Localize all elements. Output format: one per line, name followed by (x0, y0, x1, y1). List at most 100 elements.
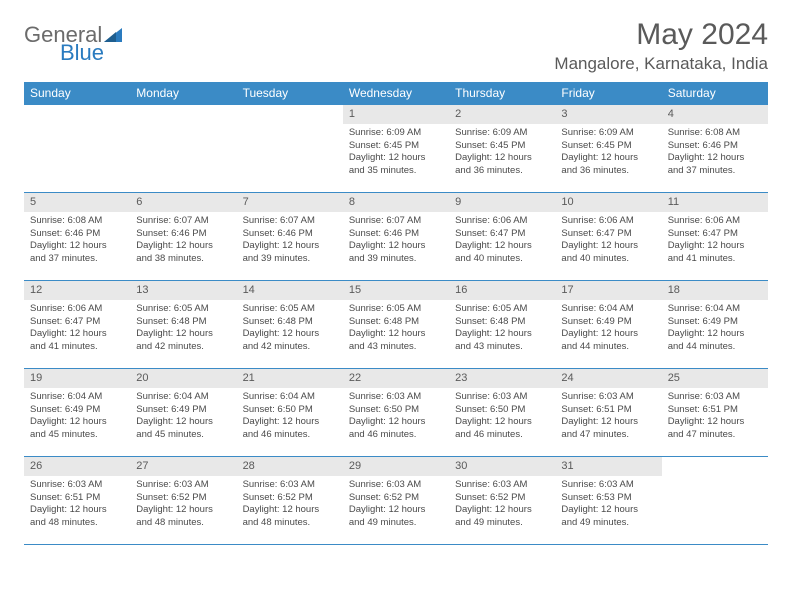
day-detail: Sunrise: 6:07 AMSunset: 6:46 PMDaylight:… (237, 215, 343, 270)
day-detail (237, 127, 343, 131)
day-detail: Sunrise: 6:04 AMSunset: 6:49 PMDaylight:… (24, 391, 130, 446)
day-number: 25 (662, 369, 768, 388)
calendar-table: Sunday Monday Tuesday Wednesday Thursday… (24, 82, 768, 545)
calendar-cell: 19 Sunrise: 6:04 AMSunset: 6:49 PMDayligh… (24, 369, 130, 457)
calendar-cell: 12Sunrise: 6:06 AMSunset: 6:47 PMDayligh… (24, 281, 130, 369)
title-block: May 2024 Mangalore, Karnataka, India (554, 18, 768, 74)
day-detail: Sunrise: 6:06 AMSunset: 6:47 PMDaylight:… (24, 303, 130, 358)
day-detail: Sunrise: 6:03 AMSunset: 6:52 PMDaylight:… (237, 479, 343, 534)
day-detail: Sunrise: 6:06 AMSunset: 6:47 PMDaylight:… (555, 215, 661, 270)
day-detail: Sunrise: 6:09 AMSunset: 6:45 PMDaylight:… (449, 127, 555, 182)
header: GeneralBlue May 2024 Mangalore, Karnatak… (24, 18, 768, 74)
day-detail: Sunrise: 6:06 AMSunset: 6:47 PMDaylight:… (662, 215, 768, 270)
logo-triangle-icon (104, 24, 122, 46)
calendar-cell: 6Sunrise: 6:07 AMSunset: 6:46 PMDaylight… (130, 193, 236, 281)
day-number: 10 (555, 193, 661, 212)
day-number: 24 (555, 369, 661, 388)
day-number: 17 (555, 281, 661, 300)
calendar-cell: 1 Sunrise: 6:09 AMSunset: 6:45 PMDaylight… (343, 105, 449, 193)
calendar-cell: 27Sunrise: 6:03 AMSunset: 6:52 PMDayligh… (130, 457, 236, 545)
col-saturday: Saturday (662, 82, 768, 105)
day-number: 27 (130, 457, 236, 476)
day-detail: Sunrise: 6:05 AMSunset: 6:48 PMDaylight:… (130, 303, 236, 358)
day-detail: Sunrise: 6:08 AMSunset: 6:46 PMDaylight:… (662, 127, 768, 182)
day-number: 9 (449, 193, 555, 212)
calendar-cell: 14 Sunrise: 6:05 AMSunset: 6:48 PMDayligh… (237, 281, 343, 369)
day-detail: Sunrise: 6:06 AMSunset: 6:47 PMDaylight:… (449, 215, 555, 270)
day-detail: Sunrise: 6:05 AMSunset: 6:48 PMDaylight:… (449, 303, 555, 358)
day-number: 4 (662, 105, 768, 124)
day-detail: Sunrise: 6:05 AMSunset: 6:48 PMDaylight:… (343, 303, 449, 358)
calendar-cell (662, 457, 768, 545)
day-detail: Sunrise: 6:03 AMSunset: 6:51 PMDaylight:… (24, 479, 130, 534)
day-detail: Sunrise: 6:03 AMSunset: 6:52 PMDaylight:… (449, 479, 555, 534)
calendar-cell: 15 Sunrise: 6:05 AMSunset: 6:48 PMDayligh… (343, 281, 449, 369)
day-header-row: Sunday Monday Tuesday Wednesday Thursday… (24, 82, 768, 105)
day-detail: Sunrise: 6:04 AMSunset: 6:49 PMDaylight:… (130, 391, 236, 446)
calendar-cell: 22 Sunrise: 6:03 AMSunset: 6:50 PMDayligh… (343, 369, 449, 457)
calendar-cell (24, 105, 130, 193)
day-number: 3 (555, 105, 661, 124)
day-number: 22 (343, 369, 449, 388)
calendar-cell: 28Sunrise: 6:03 AMSunset: 6:52 PMDayligh… (237, 457, 343, 545)
month-title: May 2024 (554, 18, 768, 52)
day-number: 26 (24, 457, 130, 476)
day-detail (662, 479, 768, 483)
day-number: 15 (343, 281, 449, 300)
calendar-cell: 24 Sunrise: 6:03 AMSunset: 6:51 PMDayligh… (555, 369, 661, 457)
location: Mangalore, Karnataka, India (554, 54, 768, 74)
calendar-row: 5Sunrise: 6:08 AMSunset: 6:46 PMDaylight… (24, 193, 768, 281)
calendar-cell: 13 Sunrise: 6:05 AMSunset: 6:48 PMDayligh… (130, 281, 236, 369)
calendar-row: 1Sunrise: 6:09 AMSunset: 6:45 PMDaylight… (24, 105, 768, 193)
calendar-row: 12Sunrise: 6:06 AMSunset: 6:47 PMDayligh… (24, 281, 768, 369)
calendar-cell (237, 105, 343, 193)
day-number: 7 (237, 193, 343, 212)
day-detail: Sunrise: 6:04 AMSunset: 6:49 PMDaylight:… (555, 303, 661, 358)
col-friday: Friday (555, 82, 661, 105)
day-detail: Sunrise: 6:04 AMSunset: 6:49 PMDaylight:… (662, 303, 768, 358)
day-number: 31 (555, 457, 661, 476)
day-detail: Sunrise: 6:05 AMSunset: 6:48 PMDaylight:… (237, 303, 343, 358)
calendar-cell: 11 Sunrise: 6:06 AMSunset: 6:47 PMDayligh… (662, 193, 768, 281)
day-detail: Sunrise: 6:03 AMSunset: 6:52 PMDaylight:… (343, 479, 449, 534)
calendar-cell: 25 Sunrise: 6:03 AMSunset: 6:51 PMDayligh… (662, 369, 768, 457)
day-detail: Sunrise: 6:03 AMSunset: 6:51 PMDaylight:… (662, 391, 768, 446)
calendar-cell: 21Sunrise: 6:04 AMSunset: 6:50 PMDayligh… (237, 369, 343, 457)
calendar-cell: 7 Sunrise: 6:07 AMSunset: 6:46 PMDaylight… (237, 193, 343, 281)
calendar-cell: 9 Sunrise: 6:06 AMSunset: 6:47 PMDaylight… (449, 193, 555, 281)
col-tuesday: Tuesday (237, 82, 343, 105)
day-detail (130, 127, 236, 131)
day-number: 8 (343, 193, 449, 212)
day-number: 19 (24, 369, 130, 388)
day-number: 18 (662, 281, 768, 300)
day-detail: Sunrise: 6:03 AMSunset: 6:50 PMDaylight:… (449, 391, 555, 446)
day-detail: Sunrise: 6:03 AMSunset: 6:50 PMDaylight:… (343, 391, 449, 446)
calendar-cell: 30 Sunrise: 6:03 AMSunset: 6:52 PMDayligh… (449, 457, 555, 545)
calendar-cell: 23 Sunrise: 6:03 AMSunset: 6:50 PMDayligh… (449, 369, 555, 457)
calendar-cell: 29Sunrise: 6:03 AMSunset: 6:52 PMDayligh… (343, 457, 449, 545)
day-number: 23 (449, 369, 555, 388)
day-number: 13 (130, 281, 236, 300)
calendar-cell: 4 Sunrise: 6:08 AMSunset: 6:46 PMDaylight… (662, 105, 768, 193)
col-monday: Monday (130, 82, 236, 105)
day-detail: Sunrise: 6:09 AMSunset: 6:45 PMDaylight:… (555, 127, 661, 182)
calendar-cell: 10 Sunrise: 6:06 AMSunset: 6:47 PMDayligh… (555, 193, 661, 281)
day-number: 14 (237, 281, 343, 300)
calendar-cell: 20Sunrise: 6:04 AMSunset: 6:49 PMDayligh… (130, 369, 236, 457)
day-number: 5 (24, 193, 130, 212)
day-number: 30 (449, 457, 555, 476)
calendar-cell: 16Sunrise: 6:05 AMSunset: 6:48 PMDayligh… (449, 281, 555, 369)
calendar-cell: 31Sunrise: 6:03 AMSunset: 6:53 PMDayligh… (555, 457, 661, 545)
day-number: 11 (662, 193, 768, 212)
calendar-cell: 8 Sunrise: 6:07 AMSunset: 6:46 PMDaylight… (343, 193, 449, 281)
day-detail: Sunrise: 6:07 AMSunset: 6:46 PMDaylight:… (343, 215, 449, 270)
day-number: 2 (449, 105, 555, 124)
day-number: 1 (343, 105, 449, 124)
day-number: 6 (130, 193, 236, 212)
col-thursday: Thursday (449, 82, 555, 105)
calendar-cell: 3 Sunrise: 6:09 AMSunset: 6:45 PMDaylight… (555, 105, 661, 193)
calendar-row: 19Sunrise: 6:04 AMSunset: 6:49 PMDayligh… (24, 369, 768, 457)
day-detail: Sunrise: 6:09 AMSunset: 6:45 PMDaylight:… (343, 127, 449, 182)
day-detail: Sunrise: 6:04 AMSunset: 6:50 PMDaylight:… (237, 391, 343, 446)
day-detail: Sunrise: 6:03 AMSunset: 6:51 PMDaylight:… (555, 391, 661, 446)
